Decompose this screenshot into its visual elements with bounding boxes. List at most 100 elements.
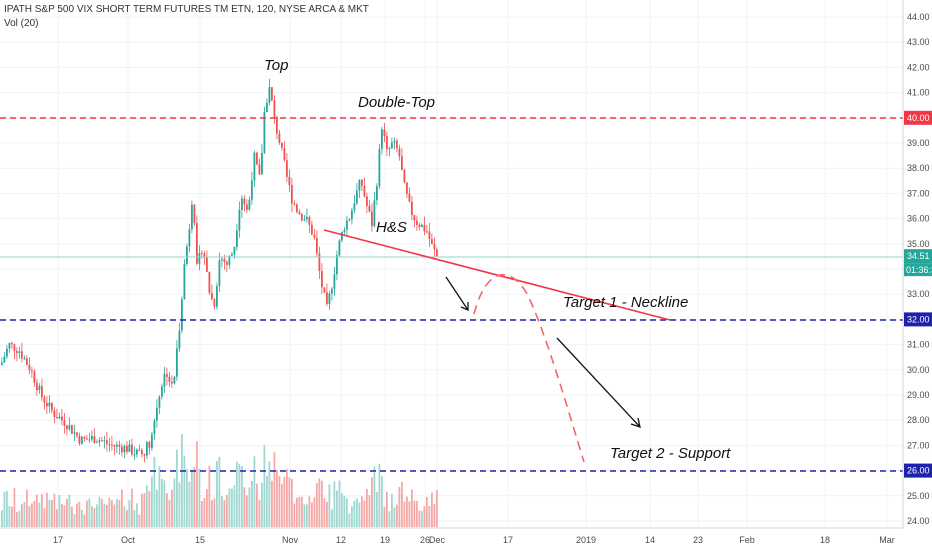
candle-body bbox=[211, 292, 213, 300]
volume-bar bbox=[11, 506, 13, 527]
volume-bar bbox=[73, 514, 76, 527]
volume-bar bbox=[228, 488, 231, 527]
candle-body bbox=[96, 441, 98, 443]
candle-body bbox=[136, 449, 138, 455]
volume-bar bbox=[128, 500, 131, 527]
candle-body bbox=[201, 252, 203, 254]
candle-body bbox=[378, 148, 381, 187]
candle-body bbox=[16, 351, 18, 353]
candle-body bbox=[216, 286, 218, 307]
candle-body bbox=[213, 299, 216, 307]
candle-body bbox=[271, 87, 273, 101]
candlesticks bbox=[1, 78, 438, 463]
volume-bar bbox=[68, 494, 71, 527]
volume-bar bbox=[426, 496, 428, 527]
volume-bar bbox=[293, 503, 296, 527]
volume-bar bbox=[336, 490, 338, 527]
volume-bar bbox=[176, 449, 178, 527]
volume-bar bbox=[248, 487, 251, 527]
volume-bar bbox=[23, 501, 26, 527]
candle-body bbox=[198, 252, 201, 264]
candle-body bbox=[278, 133, 281, 143]
volume-bar bbox=[111, 500, 113, 527]
volume-bar bbox=[188, 481, 191, 527]
candle-body bbox=[11, 343, 13, 345]
candle-body bbox=[291, 185, 293, 204]
volume-bar bbox=[378, 463, 381, 527]
volume-bar bbox=[83, 514, 86, 527]
volume-indicator-label[interactable]: Vol (20) bbox=[4, 18, 39, 29]
volume-bar bbox=[411, 489, 413, 527]
x-tick-label: 2019 bbox=[576, 535, 596, 545]
volume-bar bbox=[101, 498, 103, 527]
volume-bar bbox=[221, 495, 223, 527]
volume-bar bbox=[331, 509, 333, 527]
annotation-double-top: Double-Top bbox=[358, 94, 435, 111]
volume-bar bbox=[141, 494, 143, 527]
volume-bar bbox=[33, 500, 36, 527]
volume-bar bbox=[78, 501, 81, 527]
volume-bar bbox=[41, 493, 43, 527]
candle-body bbox=[243, 198, 246, 205]
candle-body bbox=[33, 371, 36, 383]
candle-body bbox=[98, 440, 101, 442]
price-label-box bbox=[904, 110, 932, 125]
candle-body bbox=[331, 288, 333, 294]
volume-bar bbox=[81, 509, 83, 527]
symbol-title[interactable]: IPATH S&P 500 VIX SHORT TERM FUTURES TM … bbox=[4, 4, 369, 15]
candle-body bbox=[178, 330, 181, 349]
volume-bar bbox=[396, 504, 398, 527]
candle-body bbox=[338, 240, 341, 256]
volume-bar bbox=[6, 490, 8, 527]
volume-bar bbox=[388, 511, 391, 527]
y-tick-label: 24.00 bbox=[907, 516, 930, 526]
y-tick-label: 42.00 bbox=[907, 62, 930, 72]
volume-bar bbox=[326, 501, 328, 527]
volume-bar bbox=[98, 496, 101, 527]
volume-bar bbox=[366, 488, 368, 527]
candle-body bbox=[361, 179, 363, 186]
candle-body bbox=[341, 231, 343, 241]
y-tick-label: 30.00 bbox=[907, 365, 930, 375]
volume-bar bbox=[118, 500, 121, 527]
volume-bar bbox=[106, 504, 108, 527]
x-tick-label: Feb bbox=[739, 535, 755, 545]
arrow-down-large bbox=[556, 337, 641, 428]
volume-bar bbox=[58, 494, 61, 527]
volume-bar bbox=[1, 510, 3, 527]
price-label-box bbox=[904, 249, 932, 264]
candle-body bbox=[383, 129, 386, 137]
volume-bar bbox=[256, 483, 258, 527]
countdown-box bbox=[904, 263, 932, 277]
candle-body bbox=[3, 356, 6, 363]
volume-bar bbox=[351, 506, 353, 527]
volume-bar bbox=[218, 456, 221, 527]
volume-bar bbox=[153, 456, 156, 527]
candle-body bbox=[411, 201, 413, 216]
candle-body bbox=[386, 136, 388, 150]
volume-bar bbox=[303, 504, 306, 527]
candle-body bbox=[393, 140, 396, 143]
y-tick-label: 25.00 bbox=[907, 491, 930, 501]
candle-body bbox=[298, 212, 301, 215]
neckline-trendline[interactable] bbox=[323, 229, 671, 321]
price-axis[interactable]: 44.00 43.00 42.00 41.00 40.00 39.00 38.00 37.00… bbox=[902, 0, 932, 528]
volume-bar bbox=[16, 512, 18, 527]
candle-body bbox=[253, 152, 256, 181]
candle-body bbox=[308, 216, 311, 225]
volume-bar bbox=[173, 478, 176, 527]
volume-bar bbox=[238, 464, 241, 527]
volume-bar bbox=[143, 493, 146, 527]
volume-bar bbox=[136, 503, 138, 527]
x-tick-label: 23 bbox=[693, 535, 703, 545]
candle-body bbox=[363, 185, 366, 197]
volume-bar bbox=[371, 477, 373, 527]
volume-bar bbox=[361, 496, 363, 527]
volume-bar bbox=[196, 441, 198, 527]
candle-body bbox=[398, 148, 401, 157]
candle-body bbox=[176, 348, 178, 377]
y-tick-label: 33.00 bbox=[907, 289, 930, 299]
y-tick-label: 28.00 bbox=[907, 415, 930, 425]
